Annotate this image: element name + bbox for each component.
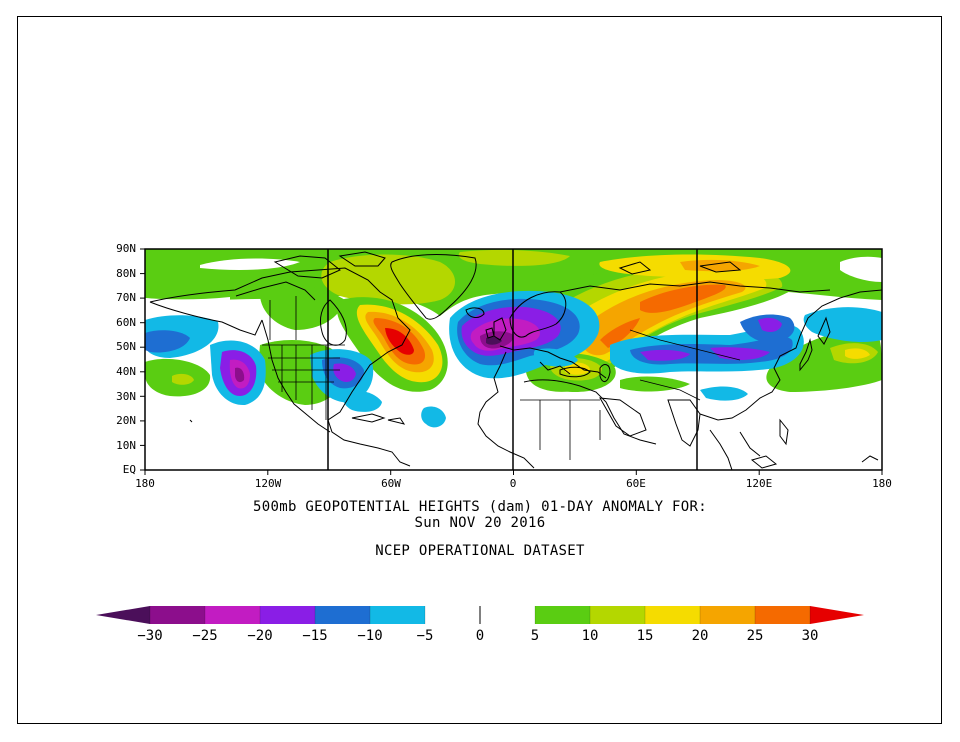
negative-anomaly-ne-pacific: [145, 315, 266, 406]
negative-anomaly-asia: [610, 307, 882, 401]
colorbar-label: 15: [636, 628, 654, 644]
colorbar-arrow-max: [810, 606, 864, 624]
colorbar-swatch: [645, 606, 700, 624]
lon-label-60e: 60E: [626, 477, 646, 490]
lat-label-90n: 90N: [116, 242, 136, 255]
colorbar-swatch: [260, 606, 315, 624]
lon-label-60w: 60W: [381, 477, 401, 490]
colorbar-swatch: [315, 606, 370, 624]
title-line-2: Sun NOV 20 2016: [414, 515, 546, 531]
figure-frame: [17, 16, 942, 724]
colorbar-label: 25: [746, 628, 764, 644]
colorbar-swatch: [590, 606, 645, 624]
lat-label-30n: 30N: [116, 390, 136, 403]
lat-label-20n: 20N: [116, 414, 136, 427]
colorbar-swatch: [700, 606, 755, 624]
lat-label-40n: 40N: [116, 365, 136, 378]
title-line-1: 500mb GEOPOTENTIAL HEIGHTS (dam) 01-DAY …: [253, 499, 707, 515]
colorbar-swatch: [205, 606, 260, 624]
lat-label-50n: 50N: [116, 340, 136, 353]
colorbar-swatch: [150, 606, 205, 624]
colorbar-swatch: [425, 606, 480, 624]
lon-label-120w: 120W: [254, 477, 282, 490]
lat-label-60n: 60N: [116, 316, 136, 329]
negative-anomaly-ne-atlantic: [449, 290, 600, 379]
colorbar-label: 5: [530, 628, 540, 644]
colorbar-label: −30: [137, 628, 163, 644]
colorbar-label: 20: [691, 628, 709, 644]
colorbar-label: −15: [302, 628, 328, 644]
colorbar-label: −10: [357, 628, 383, 644]
colorbar-arrow-min: [96, 606, 150, 624]
colorbar-label: 0: [475, 628, 485, 644]
colorbar-label: 30: [801, 628, 819, 644]
political-borders: [262, 296, 741, 460]
colorbar-label: −5: [416, 628, 434, 644]
sector-lines: [327, 249, 698, 470]
dataset-label: NCEP OPERATIONAL DATASET: [375, 543, 585, 559]
lat-label-70n: 70N: [116, 291, 136, 304]
colorbar-swatch: [535, 606, 590, 624]
colorbar-swatch: [480, 606, 535, 624]
lon-label-180w: 180: [135, 477, 155, 490]
colorbar: [96, 606, 864, 624]
lon-label-120e: 120E: [745, 477, 773, 490]
lon-label-180e: 180: [872, 477, 892, 490]
lat-label-10n: 10N: [116, 439, 136, 452]
positive-anomaly-greenland: [321, 249, 570, 305]
colorbar-label: −20: [247, 628, 273, 644]
colorbar-label: −25: [192, 628, 218, 644]
colorbar-swatch: [370, 606, 425, 624]
lat-label-80n: 80N: [116, 267, 136, 280]
lon-label-0: 0: [509, 477, 517, 490]
colorbar-swatch: [755, 606, 810, 624]
positive-anomaly-labrador: [336, 297, 448, 392]
lat-label-eq: EQ: [122, 463, 136, 476]
colorbar-label: 10: [581, 628, 599, 644]
axis-ticks: [140, 248, 883, 475]
